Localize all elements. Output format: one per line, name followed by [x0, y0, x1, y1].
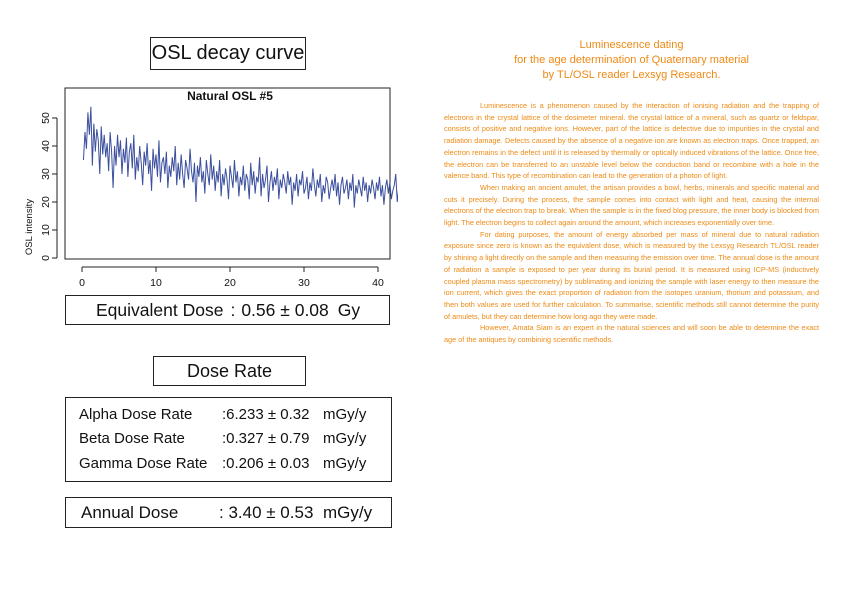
annual-dose-value: : 3.40 ± 0.53 [219, 503, 314, 522]
y-tick-label: 20 [40, 196, 52, 208]
x-tick-label: 20 [224, 277, 236, 289]
equivalent-dose-separator: : [230, 299, 236, 320]
y-tick-label: 30 [40, 168, 52, 180]
dose-rate-title-box: Dose Rate [153, 356, 306, 386]
annual-dose-unit: mGy/y [323, 503, 373, 522]
alpha-dose-rate-label: Alpha Dose Rate [79, 406, 193, 423]
article-paragraph-1: Luminescence is a phenomenon caused by t… [444, 101, 819, 181]
series-line-natural-osl [82, 106, 398, 208]
gamma-dose-rate-value: :0.206 ± 0.03 [222, 455, 310, 472]
plot-frame [64, 87, 391, 260]
y-axis-label: OSL intensity [24, 199, 35, 255]
article-paragraph-3: For dating purposes, the amount of energ… [444, 229, 819, 321]
beta-dose-rate-unit: mGy/y [323, 430, 367, 447]
x-tick-label: 0 [79, 277, 85, 289]
gamma-dose-rate-label: Gamma Dose Rate [79, 455, 208, 472]
annual-dose-box: Annual Dose : 3.40 ± 0.53 mGy/y [65, 497, 392, 528]
chart-title: Natural OSL #5 [187, 89, 273, 103]
osl-decay-title: OSL decay curve [151, 42, 305, 64]
x-tick-label: 40 [372, 277, 384, 289]
x-tick-label: 10 [150, 277, 162, 289]
equivalent-dose-box: Equivalent Dose : 0.56 ± 0.08 Gy [65, 295, 390, 325]
gamma-dose-rate-unit: mGy/y [323, 455, 367, 472]
equivalent-dose-value: 0.56 ± 0.08 [241, 299, 329, 320]
y-tick-label: 50 [40, 112, 52, 124]
dose-rate-title: Dose Rate [186, 360, 273, 381]
x-tick-label: 30 [298, 277, 310, 289]
y-tick-label: 0 [40, 255, 52, 261]
dose-rates-box: Alpha Dose Rate :6.233 ± 0.32 mGy/y Beta… [65, 397, 392, 482]
article-paragraph-4: However, Amata Siam is an expert in the … [444, 323, 819, 345]
beta-dose-rate-label: Beta Dose Rate [79, 430, 185, 447]
osl-decay-chart: Natural OSL #5 OSL intensity 0 10 20 30 40 0 1… [24, 87, 398, 289]
article-body: Luminescence is a phenomenon caused by t… [444, 100, 819, 346]
alpha-dose-rate-unit: mGy/y [323, 406, 367, 423]
y-tick-label: 40 [40, 140, 52, 152]
equivalent-dose-unit: Gy [337, 299, 361, 320]
annual-dose-label: Annual Dose [81, 503, 179, 522]
article-heading-line-3: by TL/OSL reader Lexsyg Research. [542, 69, 721, 81]
article-heading-line-1: Luminescence dating [579, 39, 684, 51]
y-tick-label: 10 [40, 224, 52, 236]
alpha-dose-rate-value: :6.233 ± 0.32 [222, 406, 310, 423]
article-heading: Luminescence dating for the age determin… [444, 38, 819, 83]
article-heading-line-2: for the age determination of Quaternary … [514, 54, 749, 66]
equivalent-dose-label: Equivalent Dose [96, 299, 224, 320]
article-paragraph-2: When making an ancient amulet, the artis… [444, 182, 819, 228]
osl-decay-title-box: OSL decay curve [150, 37, 306, 70]
beta-dose-rate-value: :0.327 ± 0.79 [222, 430, 310, 447]
